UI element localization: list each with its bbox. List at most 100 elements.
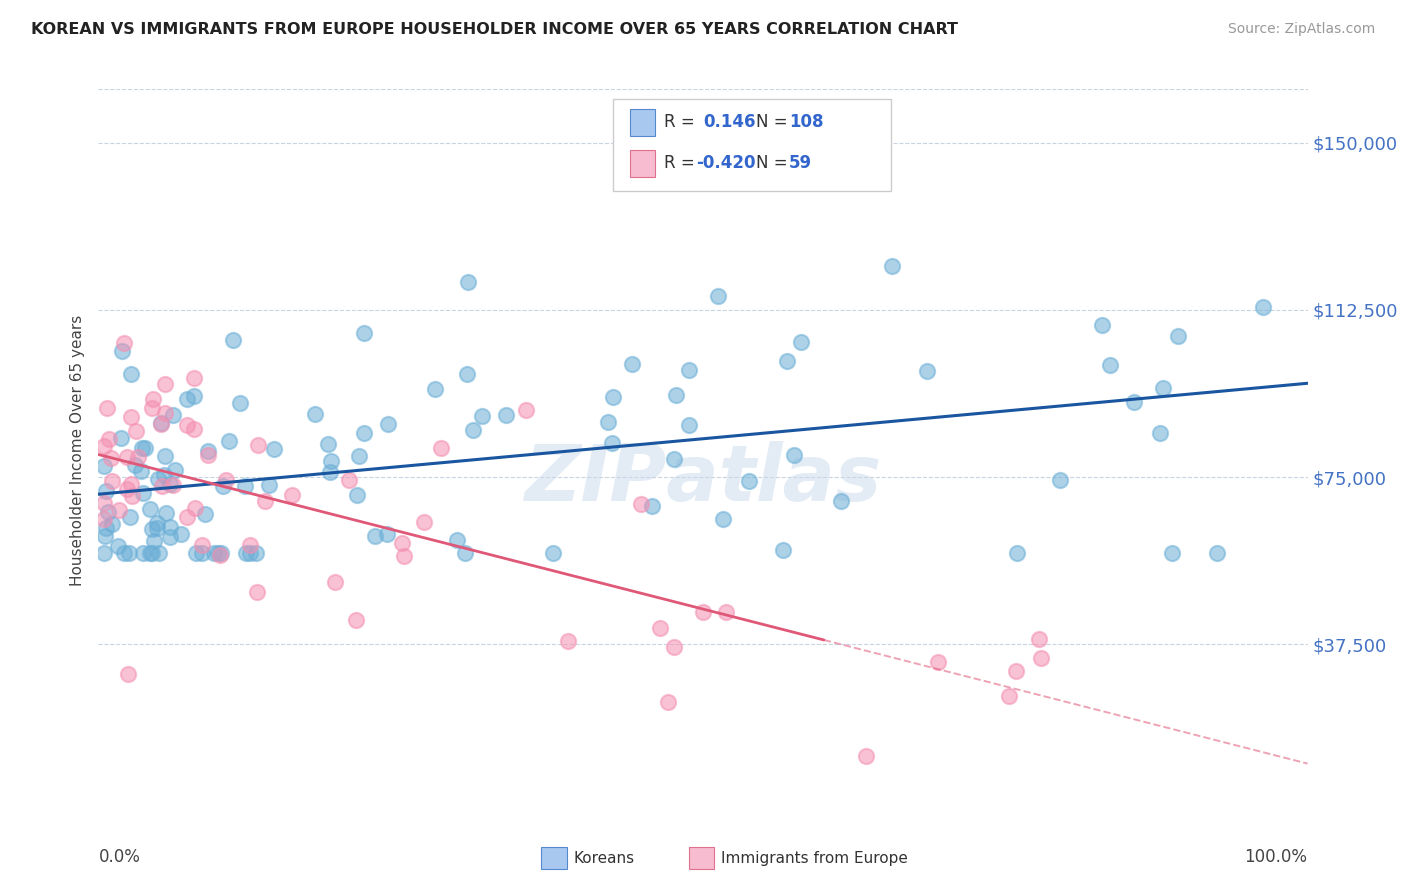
Point [184,546,207,560]
Text: N =: N = [756,154,787,172]
Text: 59: 59 [789,154,811,172]
Point [169,527,191,541]
Point [412,515,434,529]
Point [515,402,537,417]
Point [110,431,132,445]
Point [233,479,256,493]
Point [1029,651,1052,665]
Point [657,695,679,709]
Point [738,474,761,488]
Point [207,546,229,560]
Point [471,409,494,423]
Point [772,543,794,558]
Point [108,503,131,517]
Text: R =: R = [664,113,695,131]
Point [664,451,686,466]
Point [337,473,360,487]
Point [145,516,167,530]
Point [153,377,176,392]
Point [648,621,671,635]
Point [111,343,134,358]
Point [125,425,148,439]
Point [100,450,122,465]
Point [120,410,142,425]
Point [159,530,181,544]
Point [600,436,623,450]
Point [927,655,949,669]
Point [93,439,115,453]
Point [94,529,117,543]
Point [120,477,142,491]
Point [344,613,367,627]
Point [776,354,799,368]
Point [789,334,811,349]
Point [316,436,339,450]
Point [197,444,219,458]
Point [1152,381,1174,395]
Point [1253,300,1275,314]
Point [621,357,644,371]
Point [141,522,163,536]
Point [375,527,398,541]
Point [117,666,139,681]
Point [678,418,700,433]
Point [1149,425,1171,440]
Point [96,401,118,416]
Point [457,275,479,289]
Point [323,574,346,589]
Point [245,546,267,560]
Point [1007,546,1029,560]
Point [150,479,173,493]
Point [783,448,806,462]
Point [150,417,173,431]
Point [202,546,225,560]
Point [194,507,217,521]
Point [254,493,277,508]
Point [155,449,177,463]
Point [319,454,342,468]
Point [1091,318,1114,333]
Point [93,459,115,474]
Point [183,422,205,436]
Text: KOREAN VS IMMIGRANTS FROM EUROPE HOUSEHOLDER INCOME OVER 65 YEARS CORRELATION CH: KOREAN VS IMMIGRANTS FROM EUROPE HOUSEHO… [31,22,957,37]
Point [132,486,155,500]
Point [692,606,714,620]
Text: R =: R = [664,154,695,172]
Point [141,546,163,560]
Point [602,390,624,404]
Point [101,516,124,531]
Point [112,336,135,351]
Point [129,464,152,478]
Point [115,450,138,464]
Point [127,450,149,464]
Point [191,546,214,560]
Point [239,538,262,552]
Point [1099,358,1122,372]
Point [93,512,115,526]
Point [155,506,177,520]
Point [162,478,184,492]
Point [346,488,368,502]
Point [184,501,207,516]
Point [97,506,120,520]
Point [855,749,877,764]
Point [132,546,155,560]
Point [711,512,734,526]
Point [716,605,738,619]
Point [176,418,198,433]
Point [446,533,468,547]
Point [112,546,135,560]
Point [541,546,564,560]
Point [456,367,478,381]
Point [662,640,685,655]
Point [353,425,375,440]
Point [641,499,664,513]
Point [100,474,122,488]
Point [176,392,198,407]
Point [141,401,163,415]
Point [146,472,169,486]
Point [153,406,176,420]
Point [107,539,129,553]
Point [218,434,240,449]
Point [1122,395,1144,409]
